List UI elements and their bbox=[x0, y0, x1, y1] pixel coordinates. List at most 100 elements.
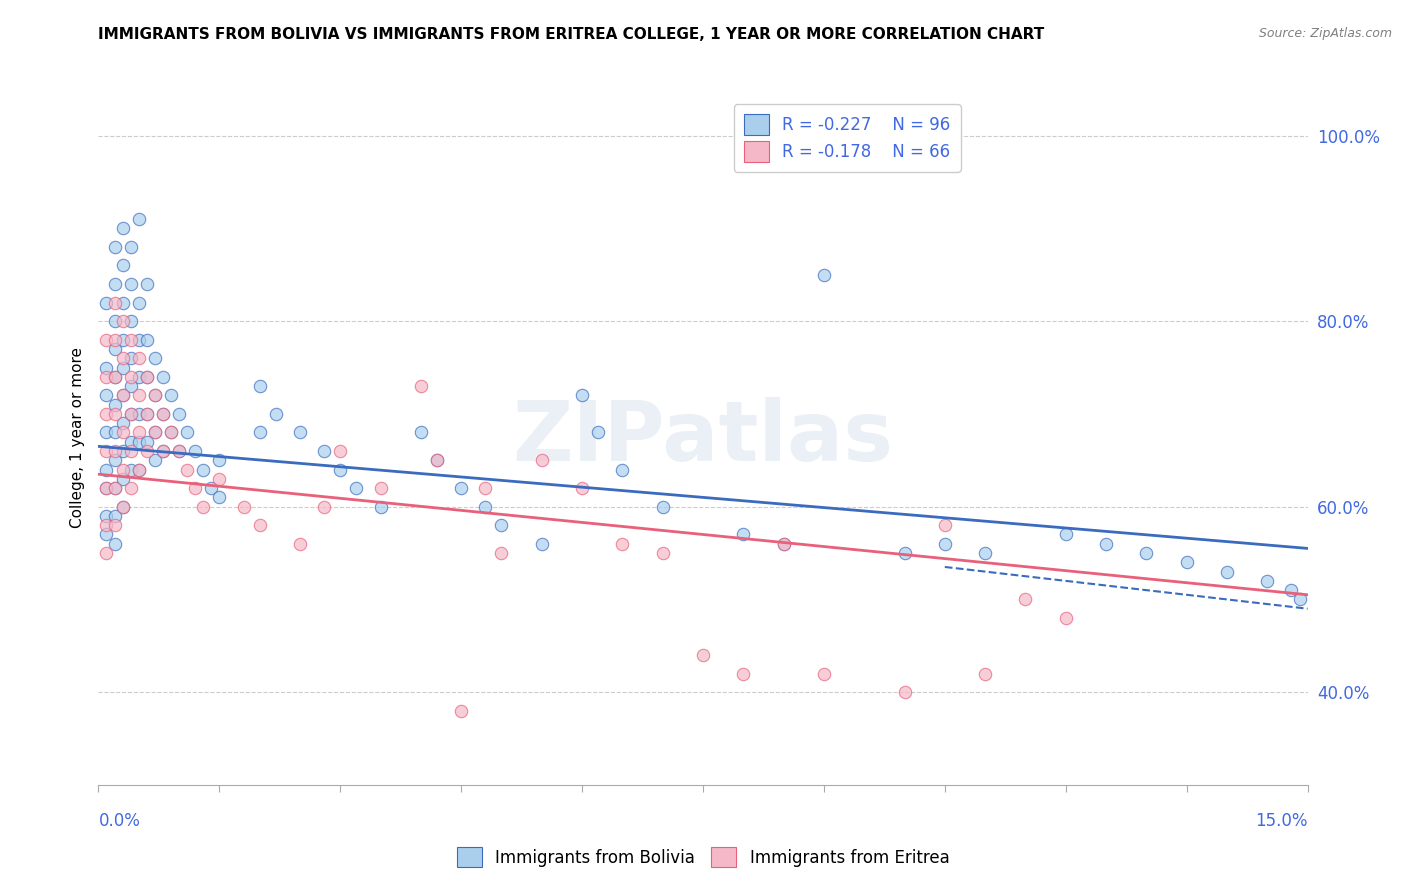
Point bbox=[96, 360, 118, 375]
Point bbox=[612, 537, 634, 551]
Point bbox=[111, 472, 134, 486]
Point bbox=[1054, 527, 1077, 541]
Point bbox=[733, 666, 755, 681]
Point bbox=[103, 481, 125, 495]
Point bbox=[128, 388, 150, 402]
Point bbox=[934, 537, 956, 551]
Point bbox=[651, 500, 673, 514]
Point bbox=[120, 240, 142, 254]
Point bbox=[208, 491, 231, 505]
Point bbox=[184, 444, 207, 458]
Point bbox=[152, 444, 174, 458]
Point bbox=[974, 546, 997, 560]
Point bbox=[143, 425, 166, 440]
Point bbox=[103, 537, 125, 551]
Point bbox=[586, 425, 609, 440]
Point bbox=[96, 407, 118, 421]
Point bbox=[1135, 546, 1157, 560]
Point bbox=[96, 527, 118, 541]
Point bbox=[135, 444, 157, 458]
Point bbox=[111, 314, 134, 328]
Point bbox=[128, 369, 150, 384]
Point bbox=[103, 508, 125, 523]
Point bbox=[128, 425, 150, 440]
Point bbox=[474, 500, 496, 514]
Point bbox=[96, 388, 118, 402]
Point bbox=[176, 425, 198, 440]
Point bbox=[893, 685, 915, 699]
Point bbox=[167, 407, 190, 421]
Point bbox=[135, 407, 157, 421]
Point bbox=[120, 333, 142, 347]
Point bbox=[329, 444, 352, 458]
Point bbox=[314, 444, 336, 458]
Point bbox=[426, 453, 449, 467]
Point bbox=[344, 481, 367, 495]
Point bbox=[135, 434, 157, 449]
Point bbox=[135, 407, 157, 421]
Point bbox=[103, 407, 125, 421]
Point bbox=[111, 221, 134, 235]
Point bbox=[128, 333, 150, 347]
Point bbox=[111, 500, 134, 514]
Point bbox=[288, 425, 311, 440]
Point bbox=[103, 295, 125, 310]
Point bbox=[1054, 611, 1077, 625]
Point bbox=[103, 444, 125, 458]
Point bbox=[120, 314, 142, 328]
Point bbox=[152, 444, 174, 458]
Point bbox=[733, 527, 755, 541]
Point bbox=[152, 407, 174, 421]
Point bbox=[120, 369, 142, 384]
Point bbox=[974, 666, 997, 681]
Point bbox=[96, 444, 118, 458]
Point bbox=[96, 481, 118, 495]
Point bbox=[491, 546, 513, 560]
Point bbox=[1095, 537, 1118, 551]
Point bbox=[143, 388, 166, 402]
Point bbox=[450, 481, 472, 495]
Point bbox=[160, 425, 183, 440]
Point bbox=[120, 462, 142, 476]
Point bbox=[120, 277, 142, 291]
Point bbox=[128, 462, 150, 476]
Point bbox=[111, 360, 134, 375]
Point bbox=[249, 379, 271, 393]
Point bbox=[160, 425, 183, 440]
Point bbox=[128, 351, 150, 366]
Point bbox=[474, 481, 496, 495]
Point bbox=[135, 369, 157, 384]
Point bbox=[120, 379, 142, 393]
Point bbox=[934, 518, 956, 533]
Point bbox=[111, 295, 134, 310]
Text: Source: ZipAtlas.com: Source: ZipAtlas.com bbox=[1258, 27, 1392, 40]
Point bbox=[208, 453, 231, 467]
Point bbox=[135, 277, 157, 291]
Point bbox=[1281, 583, 1303, 598]
Point bbox=[135, 369, 157, 384]
Point bbox=[530, 453, 553, 467]
Point bbox=[96, 369, 118, 384]
Text: IMMIGRANTS FROM BOLIVIA VS IMMIGRANTS FROM ERITREA COLLEGE, 1 YEAR OR MORE CORRE: IMMIGRANTS FROM BOLIVIA VS IMMIGRANTS FR… bbox=[98, 27, 1045, 42]
Point bbox=[143, 351, 166, 366]
Point bbox=[111, 388, 134, 402]
Point bbox=[96, 462, 118, 476]
Point bbox=[103, 333, 125, 347]
Point bbox=[193, 500, 215, 514]
Legend: Immigrants from Bolivia, Immigrants from Eritrea: Immigrants from Bolivia, Immigrants from… bbox=[450, 840, 956, 874]
Point bbox=[103, 369, 125, 384]
Point bbox=[96, 333, 118, 347]
Point bbox=[111, 425, 134, 440]
Point bbox=[612, 462, 634, 476]
Point bbox=[96, 481, 118, 495]
Point bbox=[314, 500, 336, 514]
Point bbox=[103, 518, 125, 533]
Point bbox=[120, 434, 142, 449]
Y-axis label: College, 1 year or more: College, 1 year or more bbox=[69, 347, 84, 527]
Point bbox=[120, 444, 142, 458]
Point bbox=[288, 537, 311, 551]
Point bbox=[96, 295, 118, 310]
Point bbox=[184, 481, 207, 495]
Point bbox=[813, 666, 835, 681]
Point bbox=[120, 351, 142, 366]
